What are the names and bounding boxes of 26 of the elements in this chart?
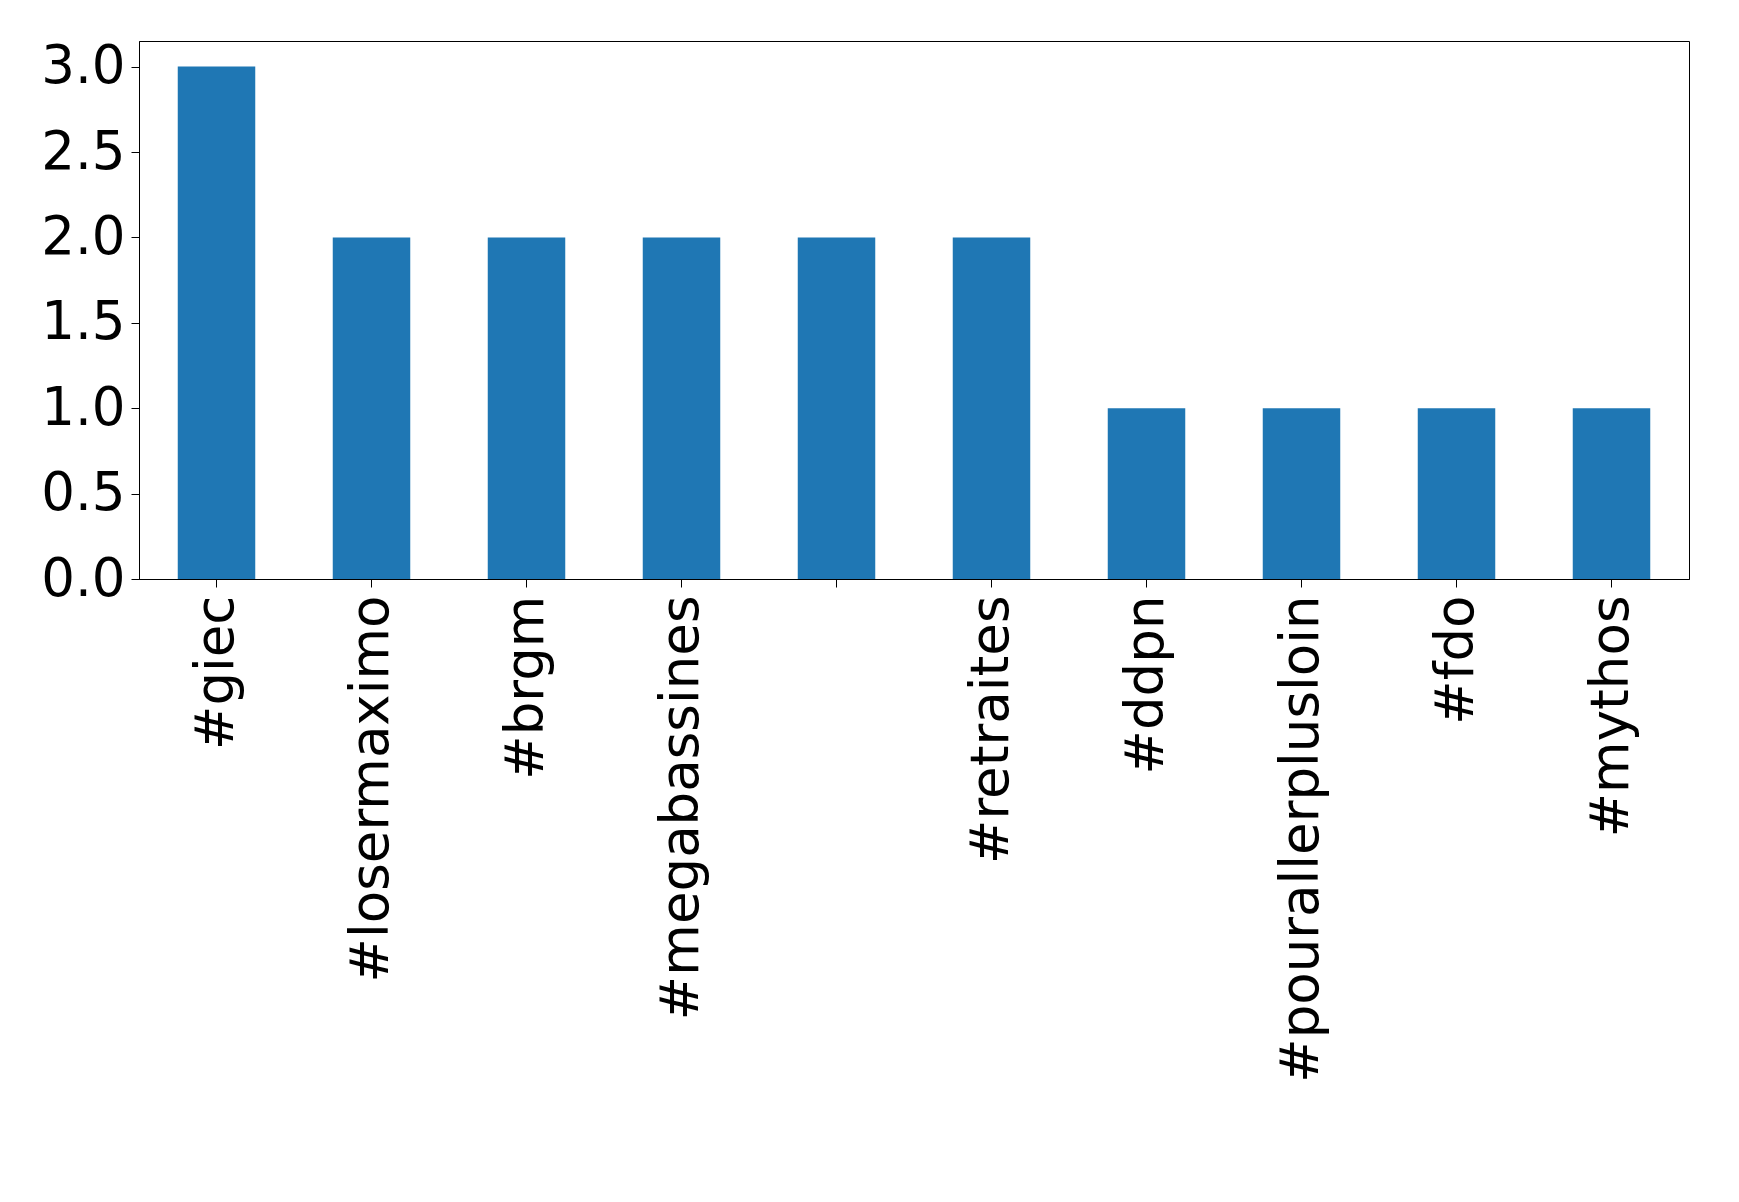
y-tick-label: 1.0 xyxy=(41,375,126,437)
x-tick-label: #fdo xyxy=(1423,595,1485,725)
x-tick-label: #mythos xyxy=(1578,595,1640,838)
y-tick-label: 3.0 xyxy=(41,34,126,96)
bar xyxy=(487,237,566,579)
bar xyxy=(1262,408,1341,579)
x-tick-label: #ddpn xyxy=(1113,595,1175,775)
y-tick-label: 0.5 xyxy=(41,461,126,523)
x-tick-label: #losermaximo xyxy=(338,595,400,983)
x-tick-label: #megabassines xyxy=(648,595,710,1021)
y-tick-label: 1.5 xyxy=(41,290,126,352)
bar xyxy=(177,66,256,579)
x-tick-label: #pourallerplusloin xyxy=(1268,595,1330,1083)
bar xyxy=(1417,408,1496,579)
y-tick-label: 2.0 xyxy=(41,204,126,266)
bar xyxy=(642,237,721,579)
bar xyxy=(952,237,1031,579)
y-tick-label: 0.0 xyxy=(41,546,126,608)
bar xyxy=(1107,408,1186,579)
x-tick-label: #brgm xyxy=(493,595,555,780)
x-tick-label: #retraites xyxy=(958,595,1020,864)
bar xyxy=(332,237,411,579)
y-tick-label: 2.5 xyxy=(41,119,126,181)
x-tick-label: #giec xyxy=(183,595,245,751)
bar xyxy=(1572,408,1651,579)
bar xyxy=(797,237,876,579)
